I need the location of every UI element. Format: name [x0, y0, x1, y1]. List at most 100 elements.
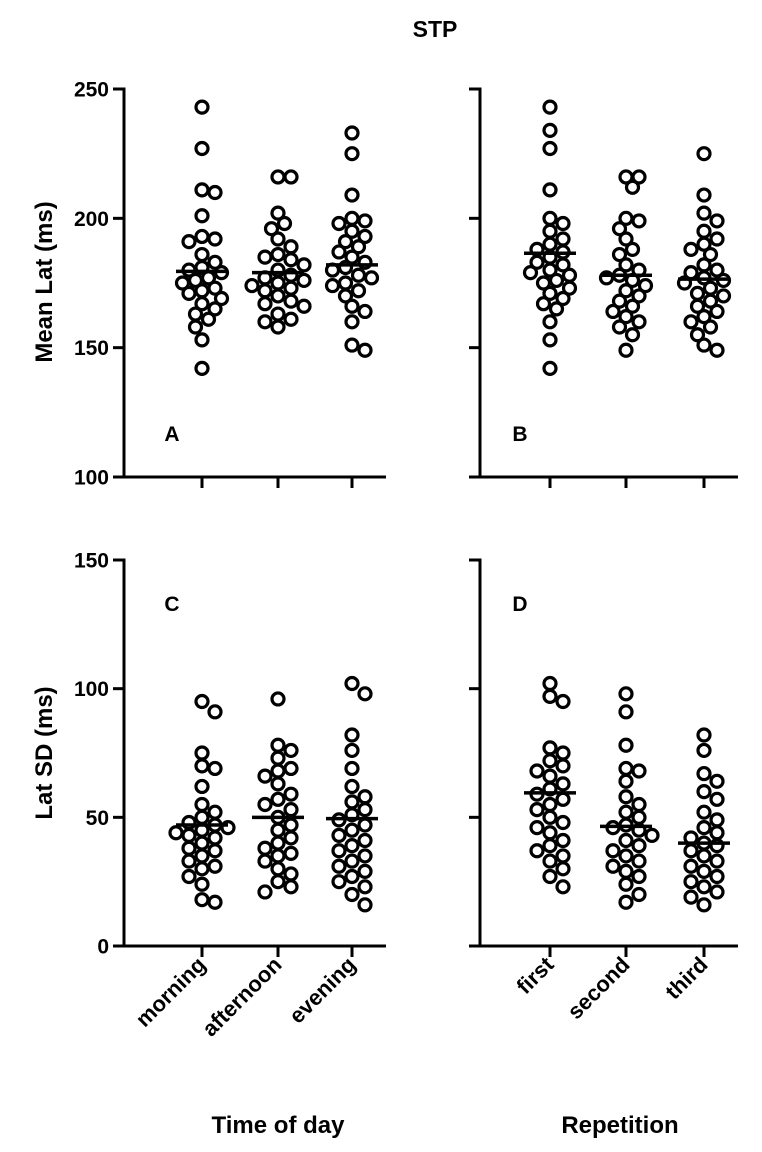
data-point	[631, 868, 647, 885]
data-point	[194, 208, 210, 224]
data-point	[696, 820, 712, 836]
x-axis-title-left: Time of day	[212, 1112, 346, 1139]
data-point	[194, 758, 210, 774]
data-point	[542, 360, 558, 376]
data-point	[296, 298, 312, 314]
data-point	[696, 848, 712, 864]
data-point	[683, 889, 699, 905]
data-point	[344, 314, 360, 330]
data-point	[696, 727, 712, 743]
data-point	[344, 298, 360, 314]
data-point	[618, 231, 634, 247]
data-point	[257, 296, 273, 312]
data-point	[257, 249, 273, 265]
data-point	[542, 314, 558, 330]
data-point	[181, 853, 197, 869]
data-point	[542, 262, 558, 278]
data-point	[709, 812, 725, 828]
data-point	[283, 817, 299, 833]
data-point	[270, 319, 286, 335]
data-point	[357, 897, 373, 913]
data-point	[213, 290, 230, 307]
category-label: third	[660, 952, 712, 1004]
data-point	[548, 301, 565, 317]
data-point	[337, 288, 354, 304]
data-point	[709, 773, 725, 789]
data-point	[683, 858, 699, 874]
data-point	[618, 309, 634, 325]
data-point	[207, 254, 223, 270]
data-point	[702, 246, 719, 263]
data-point	[555, 290, 571, 307]
panel-letter: D	[512, 593, 527, 616]
data-point	[344, 886, 360, 903]
data-point	[683, 843, 699, 859]
data-point	[270, 737, 286, 753]
data-point	[696, 804, 712, 820]
data-point	[337, 275, 354, 291]
y-tick-label: 100	[74, 678, 109, 701]
data-point	[270, 246, 286, 263]
data-point	[357, 228, 373, 245]
data-point	[344, 146, 360, 162]
data-point	[350, 267, 367, 283]
y-tick-label: 50	[86, 807, 109, 830]
data-point	[357, 213, 373, 229]
data-point	[324, 277, 341, 294]
data-point	[624, 298, 641, 314]
data-point	[207, 843, 223, 859]
data-point	[344, 794, 360, 810]
data-point	[715, 288, 732, 304]
data-point	[618, 804, 634, 820]
panel-d: first second third D	[469, 558, 738, 1024]
data-point	[542, 332, 558, 348]
data-point	[542, 223, 558, 239]
data-point	[194, 809, 210, 825]
data-point	[207, 858, 223, 874]
data-point	[331, 215, 347, 232]
data-point	[283, 866, 299, 882]
category-label: second	[562, 952, 634, 1024]
data-point	[696, 783, 712, 800]
data-point	[344, 210, 360, 226]
data-point	[244, 277, 260, 294]
data-point	[618, 760, 634, 777]
y-tick-label: 200	[74, 208, 109, 231]
data-point	[194, 182, 210, 198]
data-point	[529, 843, 545, 859]
data-point	[618, 342, 634, 358]
data-point	[555, 745, 571, 761]
data-point	[181, 234, 197, 250]
data-point	[561, 280, 578, 296]
data-point	[611, 246, 628, 263]
data-point	[689, 298, 706, 314]
data-point	[257, 314, 273, 330]
data-point	[542, 740, 558, 756]
data-point	[344, 675, 360, 692]
panel-letter: A	[164, 423, 179, 446]
data-point	[207, 301, 223, 317]
data-point	[194, 283, 210, 299]
data-point	[624, 327, 641, 343]
y-tick-label: 100	[74, 467, 109, 490]
data-point	[618, 832, 634, 849]
data-point	[194, 892, 210, 908]
data-point	[270, 848, 286, 864]
data-point	[702, 293, 719, 309]
data-point	[207, 184, 223, 201]
data-point	[194, 876, 210, 892]
data-point	[283, 311, 299, 327]
data-point	[194, 796, 210, 813]
data-point	[605, 858, 621, 874]
data-point	[618, 863, 634, 879]
y-tick-label: 150	[74, 337, 109, 360]
data-point	[618, 894, 634, 910]
data-point	[344, 249, 360, 265]
data-point	[283, 760, 299, 777]
data-point	[542, 688, 558, 704]
data-point	[344, 125, 360, 141]
data-point	[631, 763, 647, 779]
panel-letter: C	[164, 593, 179, 616]
data-point	[618, 257, 634, 273]
